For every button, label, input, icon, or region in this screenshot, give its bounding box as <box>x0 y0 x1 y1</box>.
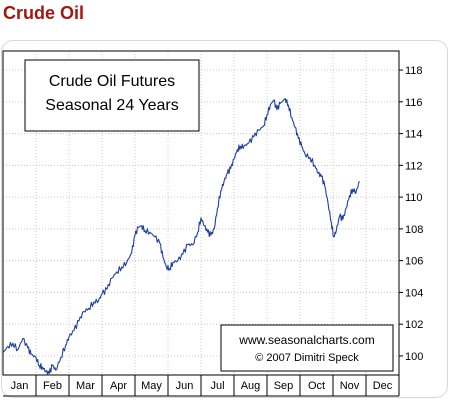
credit-line-1: www.seasonalcharts.com <box>238 333 374 347</box>
title-box: Crude Oil Futures Seasonal 24 Years <box>24 59 200 132</box>
x-tick-label-oct: Oct <box>308 380 325 392</box>
x-tick-label-jun: Jun <box>176 380 194 392</box>
credit-box: www.seasonalcharts.com © 2007 Dimitri Sp… <box>220 324 394 372</box>
x-tick-label-may: May <box>141 380 162 392</box>
axis-layer: 100 102 104 106 108 110 112 114 116 118 Jan Feb Mar A… <box>2 50 423 397</box>
chart-title-line-1: Crude Oil Futures <box>49 73 175 90</box>
grid-layer <box>3 51 399 375</box>
y-tick-label-106: 106 <box>405 256 423 268</box>
x-tick-label-nov: Nov <box>340 380 360 392</box>
y-tick-label-100: 100 <box>405 351 423 363</box>
y-tick-label-102: 102 <box>405 319 423 331</box>
y-tick-label-110: 110 <box>405 192 423 204</box>
y-tick-label-108: 108 <box>405 224 423 236</box>
x-tick-label-apr: Apr <box>110 380 127 392</box>
line-layer <box>2 98 360 375</box>
credit-line-2: © 2007 Dimitri Speck <box>255 352 359 364</box>
x-tick-label-aug: Aug <box>241 380 261 392</box>
y-tick-label-104: 104 <box>405 287 423 299</box>
y-tick-label-116: 116 <box>405 97 423 109</box>
x-tick-label-dec: Dec <box>373 380 393 392</box>
chart-title-line-2: Seasonal 24 Years <box>45 97 178 114</box>
y-tick-label-114: 114 <box>405 129 423 141</box>
x-tick-label-sep: Sep <box>274 380 294 392</box>
x-tick-label-feb: Feb <box>43 380 62 392</box>
y-tick-label-118: 118 <box>405 65 423 77</box>
series-line-0 <box>2 98 360 375</box>
x-tick-label-mar: Mar <box>76 380 95 392</box>
page-title: Crude Oil <box>3 3 85 23</box>
x-tick-label-jul: Jul <box>210 380 224 392</box>
x-tick-label-jan: Jan <box>11 380 29 392</box>
y-tick-label-112: 112 <box>405 160 423 172</box>
